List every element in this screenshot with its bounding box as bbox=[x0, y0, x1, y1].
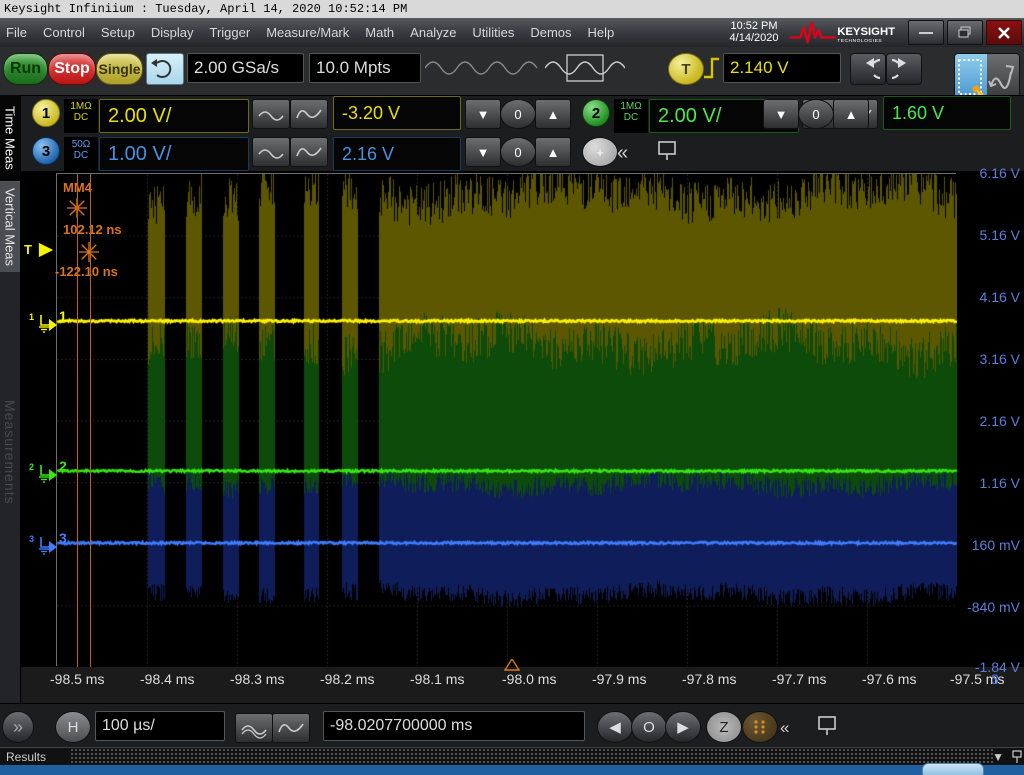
svg-text:TECHNOLOGIES: TECHNOLOGIES bbox=[837, 38, 882, 44]
svg-text:KEYSIGHT: KEYSIGHT bbox=[837, 26, 895, 38]
